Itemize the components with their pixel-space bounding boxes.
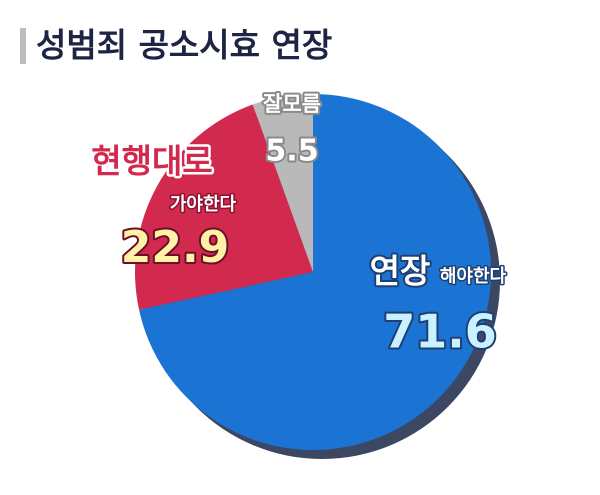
slice-sublabel: 가야한다 bbox=[170, 194, 237, 215]
value-label: 71.6 bbox=[383, 305, 497, 359]
pie-slice bbox=[135, 104, 313, 310]
title-bar bbox=[20, 28, 26, 64]
pie-slice bbox=[139, 94, 492, 451]
chart-title: 성범죄 공소시효 연장 bbox=[36, 26, 332, 65]
pie-slice bbox=[252, 94, 313, 272]
value-label: 5.5 bbox=[265, 134, 318, 169]
slice-label: 잘모름 bbox=[263, 92, 321, 116]
value-label: 22.9 bbox=[121, 222, 230, 273]
slice-sublabel: 해야한다 bbox=[440, 266, 507, 287]
slice-label: 연장 bbox=[370, 252, 431, 291]
pie bbox=[135, 94, 500, 459]
slice-label: 현행대로 bbox=[91, 142, 212, 181]
